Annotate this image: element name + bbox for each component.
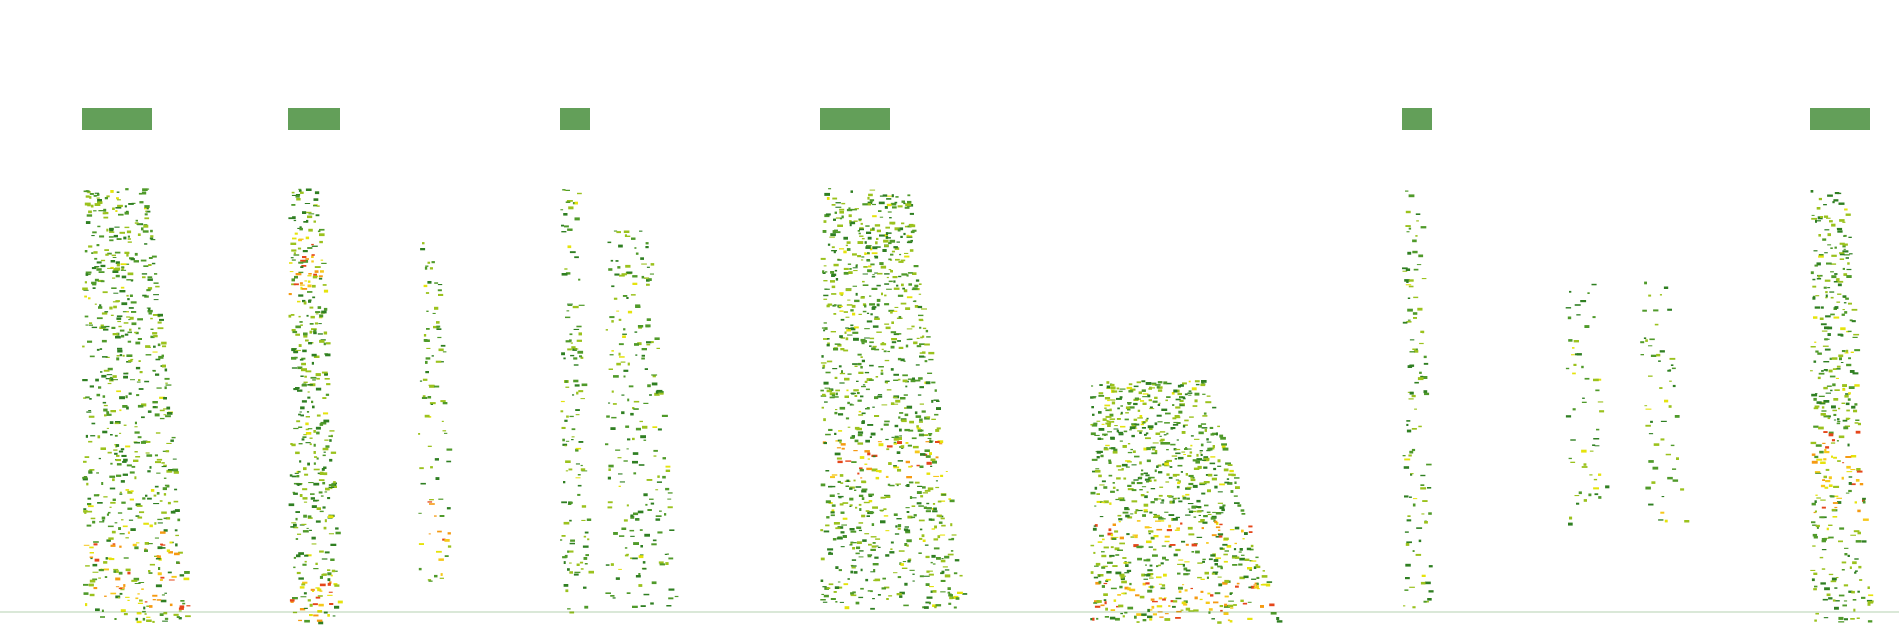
sound-event-1 xyxy=(82,108,191,624)
sound-event-5 xyxy=(605,230,679,608)
sound-event-11 xyxy=(1810,108,1874,623)
sound-event-4 xyxy=(560,108,594,614)
sound-event-7 xyxy=(1090,380,1283,624)
sound-event-10 xyxy=(1640,281,1690,523)
sound-event-6 xyxy=(820,108,968,610)
sound-event-8 xyxy=(1402,108,1434,609)
sound-event-9 xyxy=(1565,283,1610,526)
sound-event-3 xyxy=(418,242,453,582)
sound-event-2 xyxy=(288,108,343,625)
